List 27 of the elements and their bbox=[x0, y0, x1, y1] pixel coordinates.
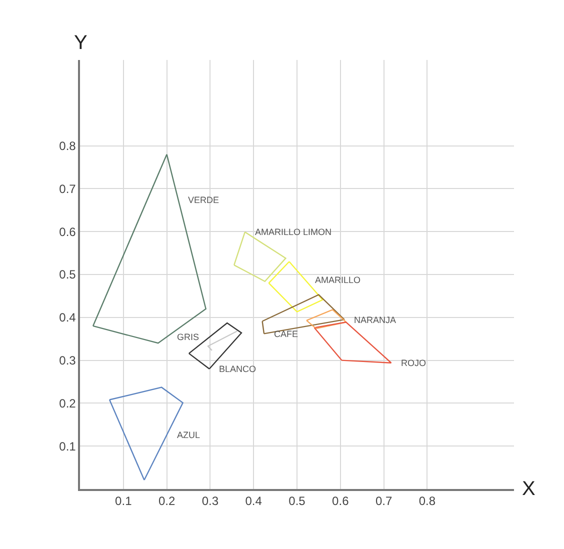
x-tick-label: 0.1 bbox=[115, 494, 132, 508]
annotation: GRIS bbox=[177, 332, 200, 342]
x-tick-label: 0.8 bbox=[418, 494, 436, 508]
annotation: BLANCO bbox=[219, 364, 256, 374]
annotation: AMARILLO bbox=[315, 275, 361, 285]
annotation: AZUL bbox=[177, 430, 200, 440]
x-tick-label: 0.7 bbox=[375, 494, 392, 508]
y-axis-title: Y bbox=[74, 32, 88, 54]
annotation: VERDE bbox=[188, 195, 220, 205]
y-tick-label: 0.2 bbox=[59, 396, 76, 410]
annotation: NARANJA bbox=[354, 315, 396, 325]
y-tick-label: 0.8 bbox=[59, 139, 76, 153]
y-tick-label: 0.5 bbox=[59, 268, 76, 282]
x-tick-label: 0.4 bbox=[245, 494, 262, 508]
x-tick-label: 0.6 bbox=[332, 494, 350, 508]
annotation: CAFE bbox=[274, 329, 298, 339]
annotation: AMARILLO LIMON bbox=[255, 227, 332, 237]
x-axis-title: X bbox=[522, 478, 536, 500]
x-tick-label: 0.5 bbox=[288, 494, 306, 508]
x-tick-label: 0.3 bbox=[202, 494, 219, 508]
y-tick-label: 0.3 bbox=[59, 354, 76, 368]
annotation: ROJO bbox=[401, 358, 426, 368]
y-tick-label: 0.6 bbox=[59, 224, 76, 239]
x-tick-label: 0.2 bbox=[158, 494, 176, 508]
y-tick-label: 0.1 bbox=[59, 439, 76, 454]
y-tick-label: 0.7 bbox=[59, 182, 76, 196]
y-tick-label: 0.4 bbox=[59, 310, 76, 325]
